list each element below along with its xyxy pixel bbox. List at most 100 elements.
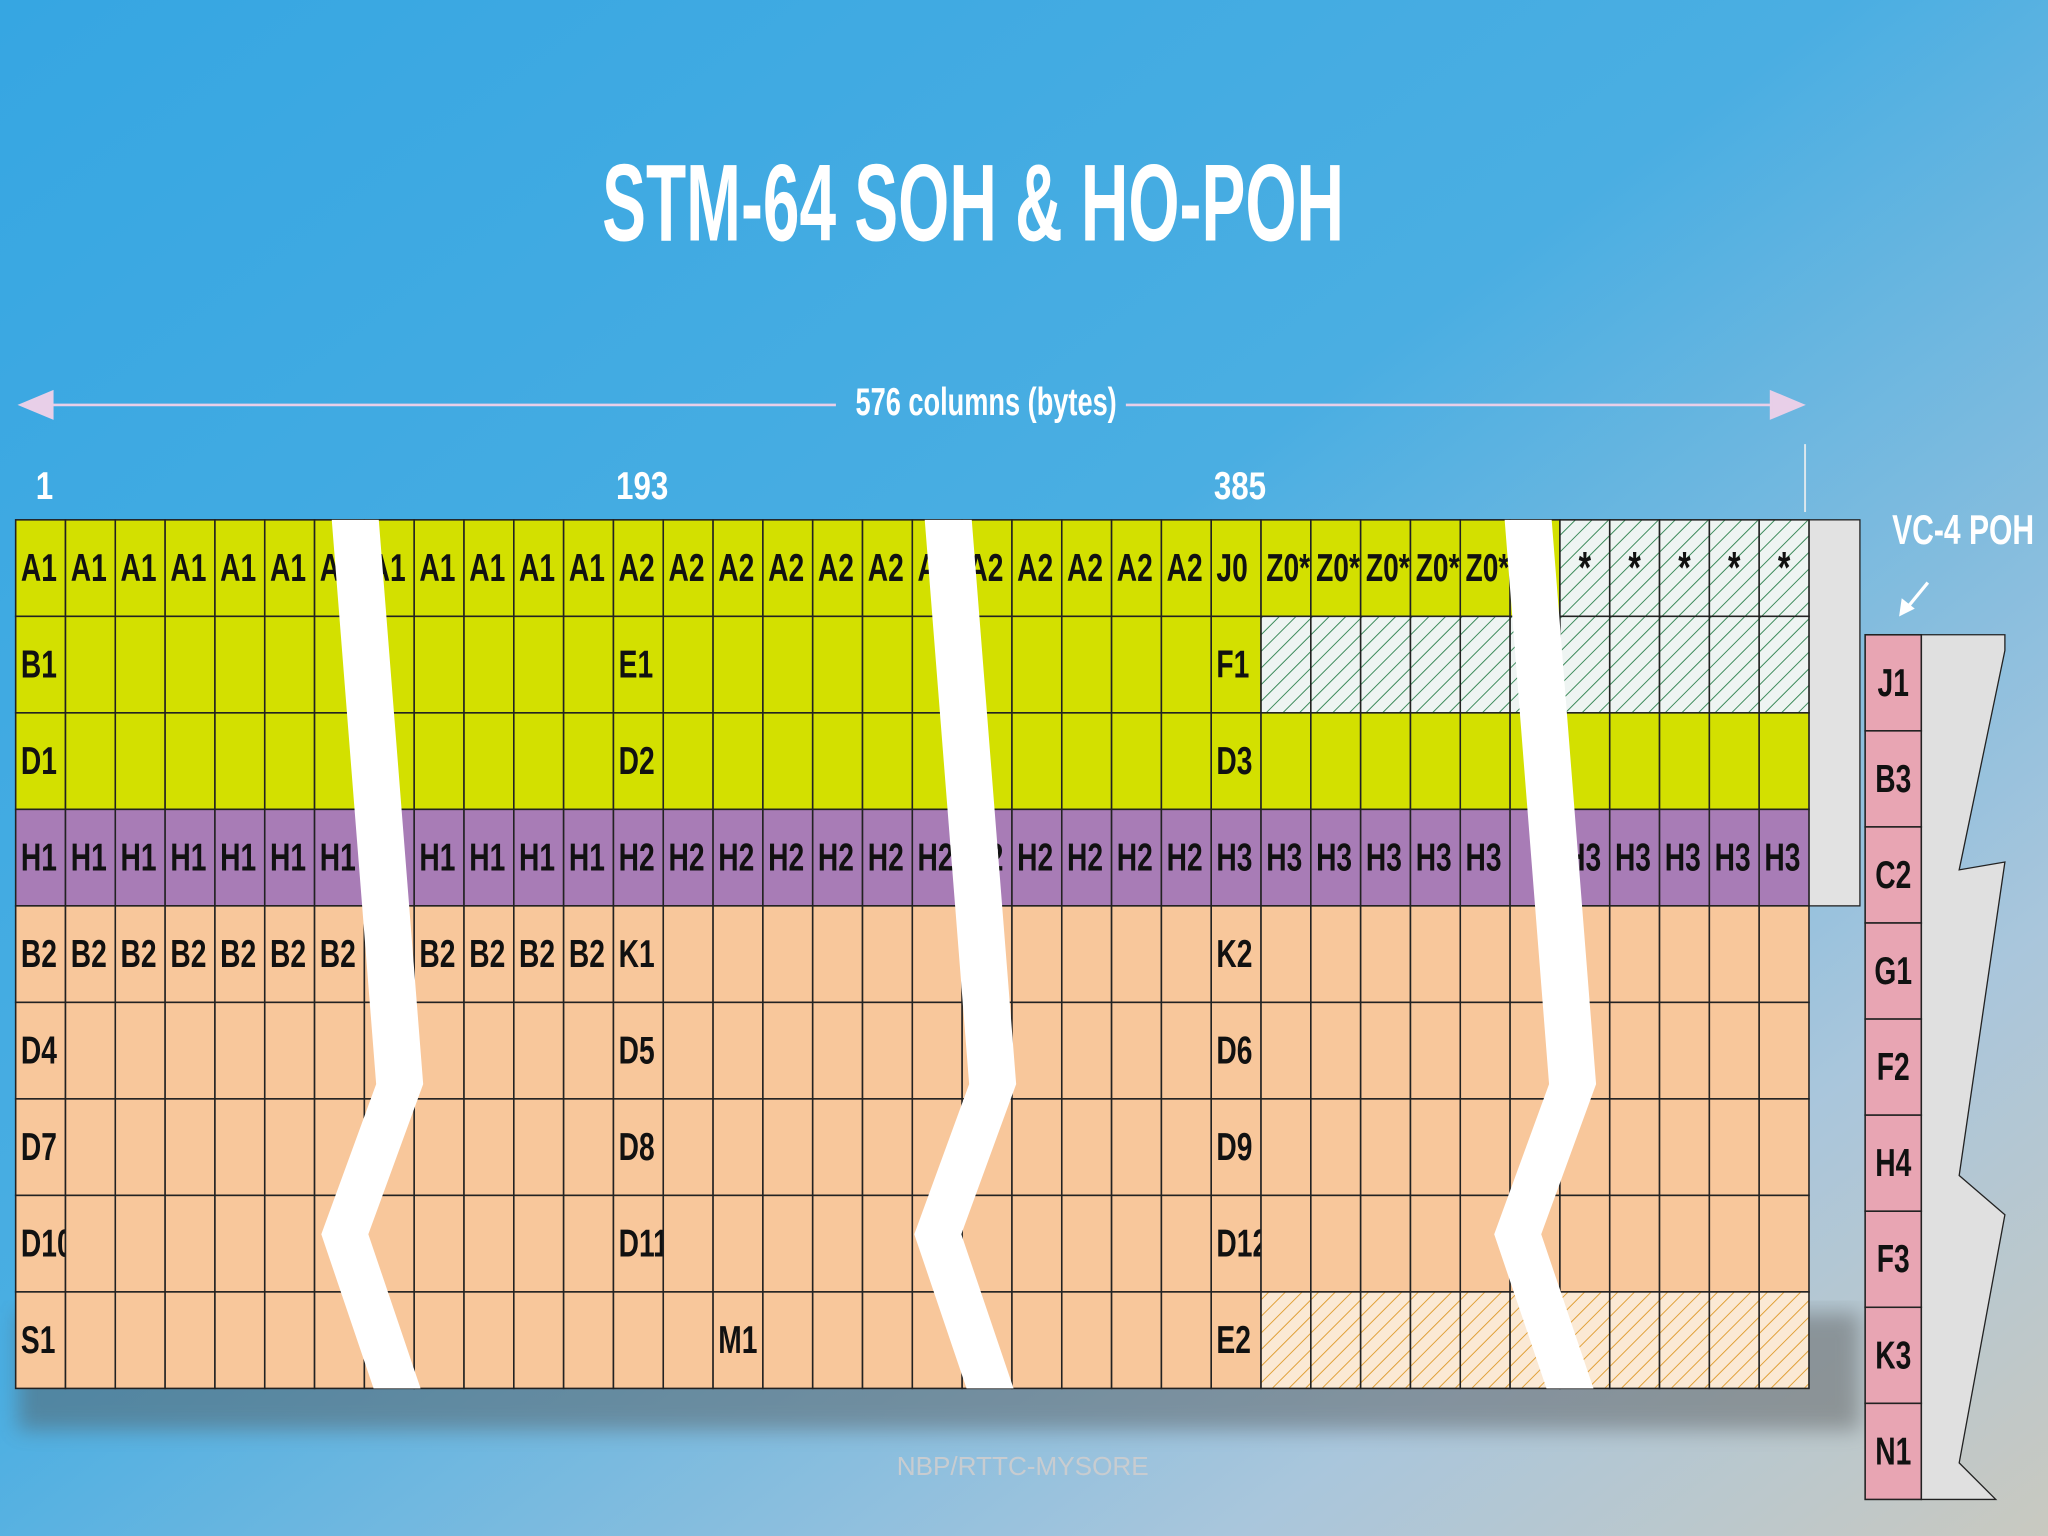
cell bbox=[1459, 1291, 1511, 1390]
cell bbox=[1260, 712, 1312, 811]
cell bbox=[14, 1194, 67, 1293]
cell bbox=[1011, 1291, 1063, 1390]
cell bbox=[64, 808, 117, 907]
cell bbox=[463, 615, 515, 714]
cell bbox=[811, 1001, 864, 1100]
cell bbox=[1160, 905, 1212, 1004]
cell-label: * bbox=[1678, 543, 1691, 592]
cell bbox=[662, 712, 714, 811]
cell bbox=[1310, 808, 1362, 907]
cell bbox=[1758, 712, 1810, 811]
poh-pointer-head bbox=[1899, 598, 1915, 617]
cell bbox=[1110, 712, 1163, 811]
cell bbox=[263, 1291, 316, 1390]
cell-label: A2 bbox=[1067, 547, 1103, 591]
cell-label: Z0* bbox=[1366, 547, 1410, 591]
cell bbox=[1758, 1098, 1810, 1197]
cell bbox=[1260, 905, 1312, 1004]
cell bbox=[712, 1194, 764, 1293]
cell-label: H2 bbox=[1017, 836, 1053, 880]
cell bbox=[1758, 808, 1810, 907]
cell bbox=[1060, 1194, 1113, 1293]
cell-label: H2 bbox=[1117, 836, 1153, 880]
cell bbox=[164, 615, 216, 714]
cell-label: H2 bbox=[619, 836, 655, 880]
cell bbox=[164, 1098, 216, 1197]
arrow-head bbox=[17, 389, 54, 420]
cell-label: H3 bbox=[1665, 836, 1701, 880]
cell bbox=[263, 1001, 316, 1100]
cell bbox=[513, 1194, 565, 1293]
cell-label: H2 bbox=[1167, 836, 1203, 880]
cell bbox=[662, 905, 714, 1004]
cell-label: D10 bbox=[21, 1222, 73, 1266]
cell bbox=[1658, 1001, 1711, 1100]
poh-cell bbox=[1864, 826, 1923, 924]
cell-label: B1 bbox=[21, 643, 57, 687]
cell-label: M1 bbox=[718, 1319, 757, 1363]
cell bbox=[214, 1098, 266, 1197]
cell bbox=[1359, 712, 1412, 811]
cell bbox=[1608, 905, 1661, 1004]
cell-label: H2 bbox=[668, 836, 704, 880]
cell bbox=[1459, 519, 1511, 618]
cell bbox=[463, 1194, 515, 1293]
cell bbox=[164, 712, 216, 811]
cell-label: H3 bbox=[1366, 836, 1402, 880]
cell-label: A2 bbox=[818, 547, 854, 591]
cell bbox=[1708, 808, 1760, 907]
cell bbox=[214, 712, 266, 811]
cell bbox=[811, 1291, 864, 1390]
cell bbox=[64, 615, 117, 714]
cell-label: A1 bbox=[270, 547, 306, 591]
cell bbox=[1110, 519, 1163, 618]
cell-label: H1 bbox=[569, 836, 605, 880]
cell bbox=[1359, 1291, 1412, 1390]
cell bbox=[513, 905, 565, 1004]
poh-title: VC-4 POH bbox=[1892, 506, 2034, 553]
cell bbox=[1608, 1194, 1661, 1293]
cell bbox=[562, 1194, 615, 1293]
span-label: 576 columns (bytes) bbox=[856, 381, 1117, 424]
cell bbox=[1758, 1001, 1810, 1100]
cell bbox=[14, 1291, 67, 1390]
cell bbox=[263, 1098, 316, 1197]
span-arrow bbox=[17, 389, 1806, 420]
cell bbox=[114, 905, 166, 1004]
cell-label: D2 bbox=[619, 740, 655, 784]
cell bbox=[64, 1291, 117, 1390]
cell bbox=[662, 1194, 714, 1293]
spare-column bbox=[1808, 519, 1861, 907]
poh-label: J1 bbox=[1878, 661, 1909, 705]
cell bbox=[1160, 615, 1212, 714]
cell bbox=[413, 615, 465, 714]
cell-label: D6 bbox=[1216, 1029, 1252, 1073]
cell bbox=[1459, 808, 1511, 907]
cell bbox=[14, 615, 67, 714]
cell bbox=[413, 1098, 465, 1197]
cell-label: K2 bbox=[1216, 933, 1252, 977]
cell-label: H1 bbox=[121, 836, 157, 880]
cell bbox=[1559, 519, 1611, 618]
cell bbox=[413, 808, 465, 907]
cell-label: H1 bbox=[170, 836, 206, 880]
cell bbox=[612, 712, 665, 811]
cell bbox=[1708, 905, 1760, 1004]
cell bbox=[1011, 808, 1063, 907]
cell bbox=[1310, 1291, 1362, 1390]
cell bbox=[1011, 519, 1063, 618]
cell bbox=[811, 1194, 864, 1293]
cell bbox=[811, 712, 864, 811]
cell-label: A2 bbox=[868, 547, 904, 591]
cell bbox=[1160, 808, 1212, 907]
poh-label: H4 bbox=[1875, 1142, 1911, 1186]
cell bbox=[114, 1001, 166, 1100]
cell bbox=[562, 615, 615, 714]
cell-label: A1 bbox=[71, 547, 107, 591]
cell-label: A2 bbox=[718, 547, 754, 591]
cell bbox=[313, 905, 366, 1004]
cell-label: A2 bbox=[619, 547, 655, 591]
cell bbox=[164, 1291, 216, 1390]
cell bbox=[1758, 905, 1810, 1004]
cell bbox=[1359, 615, 1412, 714]
